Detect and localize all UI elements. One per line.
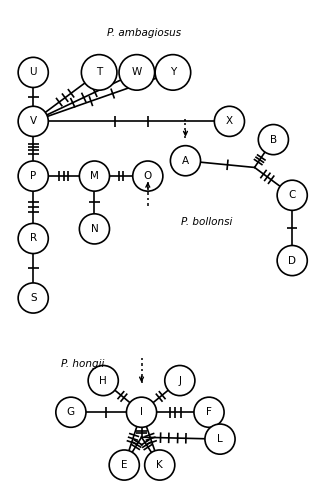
Text: E: E <box>121 460 128 470</box>
Ellipse shape <box>79 214 110 244</box>
Ellipse shape <box>133 161 163 191</box>
Ellipse shape <box>18 161 48 191</box>
Text: R: R <box>30 234 37 243</box>
Ellipse shape <box>119 54 155 90</box>
Ellipse shape <box>215 106 245 136</box>
Text: P. ambagiosus: P. ambagiosus <box>107 28 181 38</box>
Text: W: W <box>132 68 142 78</box>
Ellipse shape <box>170 146 200 176</box>
Ellipse shape <box>277 246 307 276</box>
Text: J: J <box>178 376 181 386</box>
Ellipse shape <box>194 397 224 428</box>
Text: V: V <box>30 116 37 126</box>
Text: G: G <box>67 407 75 417</box>
Text: M: M <box>90 171 99 181</box>
Ellipse shape <box>18 224 48 254</box>
Ellipse shape <box>165 366 195 396</box>
Text: N: N <box>91 224 98 234</box>
Ellipse shape <box>145 450 175 480</box>
Text: L: L <box>217 434 223 444</box>
Ellipse shape <box>277 180 307 210</box>
Ellipse shape <box>81 54 117 90</box>
Text: U: U <box>29 68 37 78</box>
Ellipse shape <box>79 161 110 191</box>
Ellipse shape <box>18 283 48 313</box>
Text: Y: Y <box>170 68 176 78</box>
Ellipse shape <box>56 397 86 428</box>
Ellipse shape <box>155 54 191 90</box>
Ellipse shape <box>127 397 157 428</box>
Text: S: S <box>30 293 37 303</box>
Text: P. bollonsi: P. bollonsi <box>181 217 232 227</box>
Ellipse shape <box>109 450 139 480</box>
Text: X: X <box>226 116 233 126</box>
Text: T: T <box>96 68 102 78</box>
Text: K: K <box>156 460 163 470</box>
Ellipse shape <box>258 124 288 154</box>
Text: F: F <box>206 407 212 417</box>
Text: O: O <box>144 171 152 181</box>
Text: I: I <box>140 407 143 417</box>
Ellipse shape <box>88 366 118 396</box>
Text: H: H <box>99 376 107 386</box>
Ellipse shape <box>205 424 235 454</box>
Text: D: D <box>288 256 296 266</box>
Text: C: C <box>288 190 296 200</box>
Ellipse shape <box>18 58 48 88</box>
Text: P: P <box>30 171 36 181</box>
Text: B: B <box>270 134 277 144</box>
Text: A: A <box>182 156 189 166</box>
Ellipse shape <box>18 106 48 136</box>
Text: P. hongii: P. hongii <box>61 359 105 369</box>
